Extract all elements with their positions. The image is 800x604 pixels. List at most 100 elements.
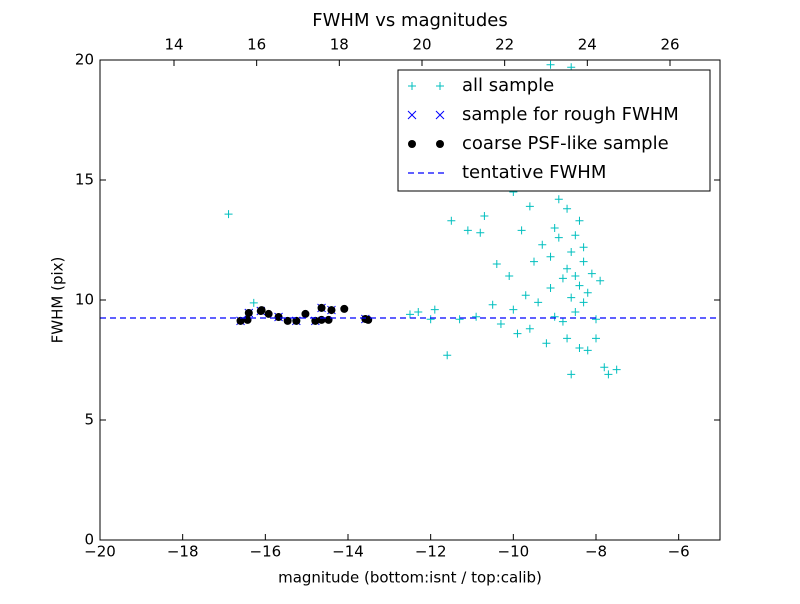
y-tick-label: 20 (75, 51, 94, 69)
point-plus (579, 298, 588, 307)
point-plus (488, 300, 497, 309)
point-plus (472, 312, 481, 321)
x2-tick-label: 24 (578, 36, 597, 54)
point-dot (243, 315, 252, 324)
point-dot (311, 316, 320, 325)
point-plus (571, 308, 580, 316)
legend-label: all sample (462, 75, 554, 96)
point-plus (563, 264, 572, 273)
point-plus (558, 274, 567, 283)
point-plus (546, 284, 555, 292)
x-tick-label: −16 (250, 543, 282, 561)
point-dot (283, 316, 292, 325)
legend-swatch (407, 110, 417, 120)
point-plus (534, 298, 543, 307)
point-plus (550, 312, 559, 321)
point-plus (600, 363, 609, 372)
point-plus (455, 315, 464, 324)
y-tick-label: 15 (75, 171, 94, 189)
point-dot (274, 313, 283, 322)
point-plus (563, 334, 572, 343)
plot-frame (99, 59, 721, 541)
point-plus (430, 305, 439, 314)
point-dot (301, 309, 310, 318)
legend-swatch (408, 140, 416, 148)
point-plus (612, 365, 621, 374)
legend-swatch (436, 82, 444, 90)
y-tick-label: 5 (84, 411, 94, 429)
y-tick-label: 10 (75, 291, 94, 309)
point-plus (579, 257, 588, 266)
point-plus (496, 320, 505, 328)
chart-title: FWHM vs magnitudes (312, 10, 507, 31)
legend-swatch (436, 140, 444, 148)
point-plus (513, 329, 522, 338)
point-dot (324, 315, 333, 324)
point-plus (583, 288, 592, 297)
legend-swatch (435, 110, 445, 120)
point-plus (492, 260, 501, 268)
point-plus (592, 315, 600, 324)
point-dot (327, 306, 336, 315)
point-plus (604, 370, 613, 379)
point-plus (554, 195, 563, 204)
point-dot (364, 315, 373, 324)
point-plus (542, 339, 551, 348)
x-tick-label: −6 (668, 543, 690, 561)
x-tick-label: −12 (415, 543, 447, 561)
legend-label: tentative FWHM (462, 162, 606, 183)
legend-label: sample for rough FWHM (462, 104, 679, 125)
point-plus (583, 346, 592, 355)
x-tick-label: −10 (498, 543, 530, 561)
point-plus (546, 60, 555, 69)
point-plus (538, 240, 547, 249)
point-plus (505, 272, 514, 280)
point-plus (406, 310, 414, 319)
point-plus (525, 202, 534, 211)
x-tick-label: −18 (167, 543, 199, 561)
point-plus (447, 216, 456, 225)
point-plus (525, 324, 534, 333)
point-dot (292, 316, 301, 325)
point-plus (567, 248, 576, 256)
point-plus (530, 257, 538, 266)
point-plus (521, 291, 530, 300)
point-dot (244, 308, 253, 317)
point-plus (575, 216, 584, 225)
x-tick-label: −20 (84, 543, 116, 561)
x2-tick-label: 16 (247, 36, 266, 54)
point-plus (571, 272, 580, 280)
x-axis-label: magnitude (bottom:isnt / top:calib) (278, 569, 542, 587)
point-plus (558, 317, 567, 326)
legend-label: coarse PSF-like sample (462, 133, 669, 154)
point-dot (317, 315, 326, 324)
point-plus (546, 252, 555, 261)
x2-tick-label: 26 (660, 36, 679, 54)
y-axis-label: FWHM (pix) (49, 257, 67, 344)
point-plus (517, 226, 526, 235)
point-plus (476, 228, 485, 237)
point-dot (264, 309, 273, 318)
point-plus (567, 370, 576, 379)
point-dot (317, 303, 326, 312)
point-plus (567, 293, 576, 302)
point-plus (592, 334, 600, 343)
x-tick-label: −8 (585, 543, 607, 561)
point-dot (257, 306, 266, 315)
x2-tick-label: 18 (330, 36, 349, 54)
x-tick-label: −14 (332, 543, 364, 561)
point-dot (340, 304, 349, 313)
legend-swatch (408, 82, 416, 90)
point-plus (249, 298, 258, 307)
point-plus (575, 344, 584, 352)
point-plus (443, 351, 452, 360)
point-plus (554, 233, 563, 242)
point-plus (224, 210, 233, 219)
point-plus (463, 226, 472, 235)
point-plus (596, 276, 605, 285)
point-plus (571, 231, 580, 240)
point-plus (480, 212, 489, 220)
x2-tick-label: 14 (164, 36, 183, 54)
point-plus (587, 269, 596, 278)
